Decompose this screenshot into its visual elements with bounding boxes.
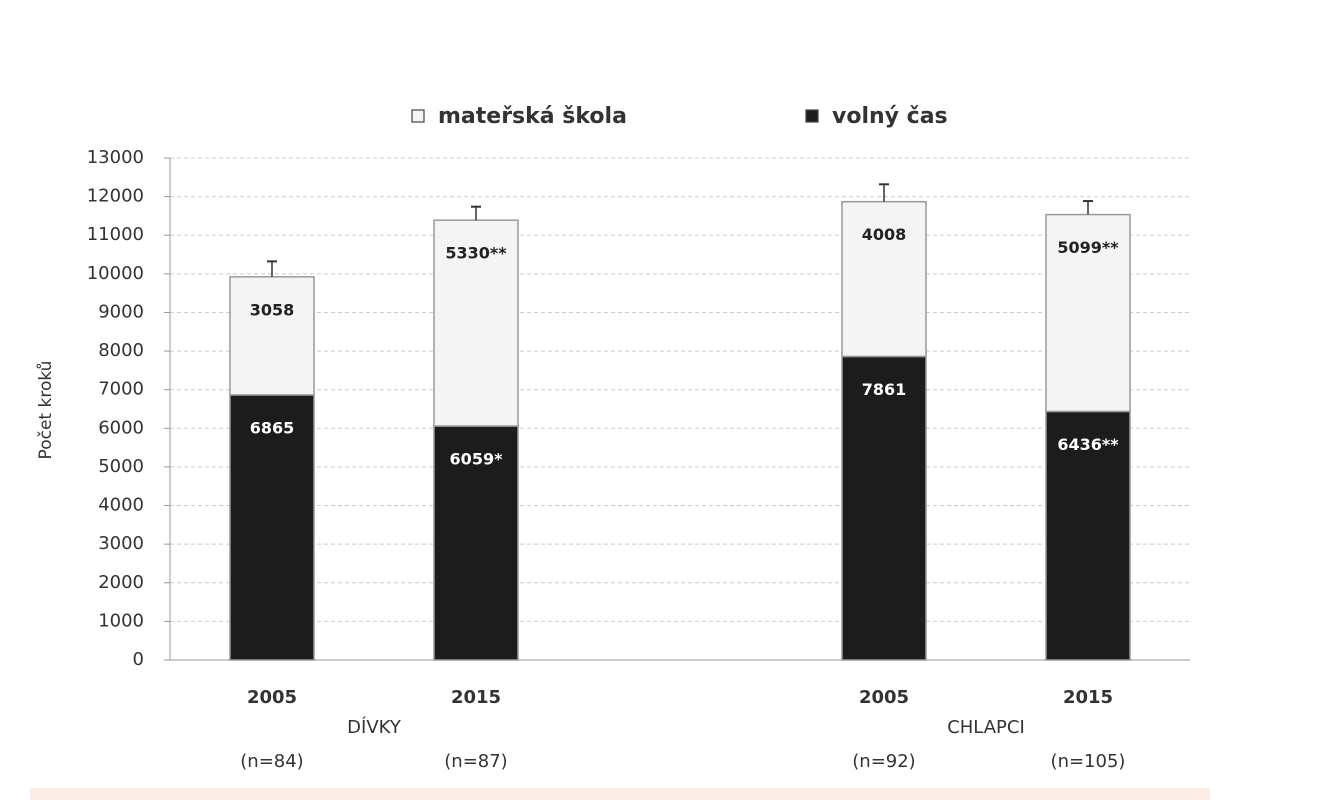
legend-swatch xyxy=(805,109,819,123)
value-label: 6436** xyxy=(1057,435,1119,454)
x-tick-label: 2015 xyxy=(1063,687,1113,708)
sample-size: (n=84) xyxy=(240,751,303,772)
bar-segment xyxy=(433,219,519,427)
value-label: 5099** xyxy=(1057,238,1119,257)
sample-size: (n=105) xyxy=(1051,751,1126,772)
group-label: CHLAPCI xyxy=(947,717,1025,738)
x-tick-label: 2005 xyxy=(247,687,297,708)
legend-swatch xyxy=(411,109,425,123)
y-tick-label: 5000 xyxy=(98,456,144,477)
y-tick-label: 9000 xyxy=(98,301,144,322)
sample-size: (n=92) xyxy=(852,751,915,772)
y-tick-label: 8000 xyxy=(98,340,144,361)
y-tick-label: 1000 xyxy=(98,610,144,631)
x-tick-label: 2015 xyxy=(451,687,501,708)
bar-segment xyxy=(841,355,927,661)
y-tick-label: 0 xyxy=(133,649,144,670)
value-label: 6059* xyxy=(450,450,504,469)
sample-size: (n=87) xyxy=(444,751,507,772)
group-label: DÍVKY xyxy=(347,716,402,738)
bar-segment xyxy=(1045,213,1131,413)
legend-label: mateřská škola xyxy=(438,104,627,129)
legend-label: volný čas xyxy=(832,104,948,129)
bar-segment xyxy=(433,425,519,661)
value-label: 4008 xyxy=(862,225,907,244)
y-axis-label: Počet kroků xyxy=(36,361,56,460)
footer-band xyxy=(30,788,1210,800)
y-tick-label: 6000 xyxy=(98,417,144,438)
y-tick-label: 4000 xyxy=(98,495,144,516)
x-tick-label: 2005 xyxy=(859,687,909,708)
y-tick-label: 3000 xyxy=(98,533,144,554)
value-label: 7861 xyxy=(862,380,907,399)
value-label: 5330** xyxy=(445,244,507,263)
value-label: 6865 xyxy=(250,418,295,437)
y-tick-label: 11000 xyxy=(87,224,144,245)
bar-segment xyxy=(229,276,315,396)
y-tick-label: 7000 xyxy=(98,379,144,400)
y-tick-label: 13000 xyxy=(87,147,144,168)
value-label: 3058 xyxy=(250,300,295,319)
y-tick-label: 12000 xyxy=(87,186,144,207)
bar-segment xyxy=(841,200,927,358)
bar-segment xyxy=(1045,410,1131,661)
y-tick-label: 10000 xyxy=(87,263,144,284)
bar-segment xyxy=(229,394,315,661)
y-tick-label: 2000 xyxy=(98,572,144,593)
